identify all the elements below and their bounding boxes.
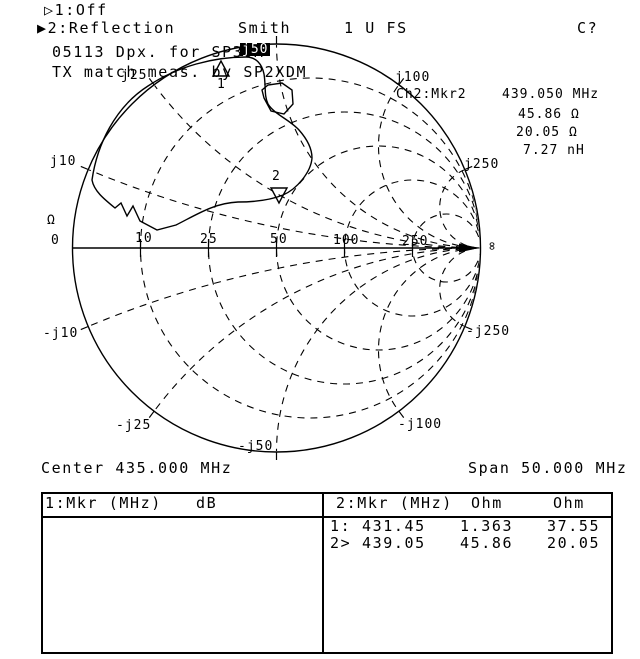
grid-label-neg-j25: -j25 (116, 418, 152, 433)
trace2-format: Smith (238, 19, 292, 37)
trace1-label: 1:Off (54, 1, 108, 19)
center-frequency: Center 435.000 MHz (41, 459, 233, 477)
readout-reactance: 20.05 Ω (516, 125, 578, 140)
marker-table-header-rule (41, 516, 613, 518)
table-ch1-header: 1:Mkr (MHz) (45, 494, 162, 512)
trace2-scale: 1 U FS (344, 19, 408, 37)
table-ch2-unit1: Ohm (471, 494, 503, 512)
axis-arrowhead (459, 243, 479, 253)
grid-label-j10: j10 (50, 154, 77, 169)
grid-label-j25: j25 (121, 68, 148, 83)
axis-label-50: 50 (270, 232, 288, 247)
annotation-line1: 05113 Dpx. for SP30M (52, 43, 265, 61)
table-row1-freq: 431.45 (362, 517, 426, 535)
table-ch1-unit: dB (196, 494, 218, 512)
table-row2-freq: 439.05 (362, 534, 426, 552)
table-row1-v2: 37.55 (547, 517, 601, 535)
grid-label-j100: j100 (395, 70, 431, 85)
axis-label-100: 100 (333, 233, 360, 248)
trace2-marker-icon: ▶ (37, 19, 48, 37)
table-ch2-unit2: Ohm (553, 494, 585, 512)
readout-channel: Ch2:Mkr2 (396, 87, 467, 102)
readout-resistance: 45.86 Ω (518, 107, 580, 122)
readout-frequency: 439.050 MHz (502, 87, 600, 102)
table-row2-id: 2> (330, 534, 352, 552)
grid-label-neg-j10: -j10 (43, 326, 79, 341)
axis-label-ohm: Ω (47, 213, 56, 228)
grid-label-j50: j50 (240, 42, 271, 57)
axis-label-zero: 0 (51, 233, 60, 248)
trace-path (91, 56, 313, 231)
table-row1-v1: 1.363 (460, 517, 514, 535)
trace1-marker-icon: ▷ (44, 1, 55, 19)
marker-2-number: 2 (272, 169, 281, 184)
grid-label-neg-j250: -j250 (466, 324, 511, 339)
marker-1-number: 1 (217, 77, 226, 92)
marker-2-symbol[interactable] (269, 187, 289, 205)
table-ch2-header: 2:Mkr (MHz) (336, 494, 453, 512)
marker-table (41, 492, 613, 654)
marker-table-divider (322, 492, 324, 654)
axis-label-250: 250 (402, 234, 429, 249)
annotation-line2: TX match meas. by SP2XDM (52, 63, 308, 81)
marker-1-symbol[interactable] (211, 59, 231, 77)
table-row2-v2: 20.05 (547, 534, 601, 552)
axis-label-infinity: ∞ (483, 242, 499, 251)
trace1-row[interactable]: ▷1:Off (44, 3, 108, 18)
grid-label-neg-j100: -j100 (398, 417, 443, 432)
trace2-row[interactable]: ▶2:Reflection (37, 21, 175, 36)
trace-loop (261, 82, 294, 115)
table-row2-v1: 45.86 (460, 534, 514, 552)
grid-label-j250: j250 (464, 157, 500, 172)
trace2-label: 2:Reflection (47, 19, 176, 37)
table-row1-id: 1: (330, 517, 352, 535)
cal-status: C? (577, 19, 599, 37)
span-frequency: Span 50.000 MHz (468, 459, 628, 477)
axis-label-10: 10 (135, 231, 153, 246)
axis-label-25: 25 (200, 232, 218, 247)
grid-label-neg-j50: -j50 (238, 439, 274, 454)
readout-inductance: 7.27 nH (523, 143, 585, 158)
